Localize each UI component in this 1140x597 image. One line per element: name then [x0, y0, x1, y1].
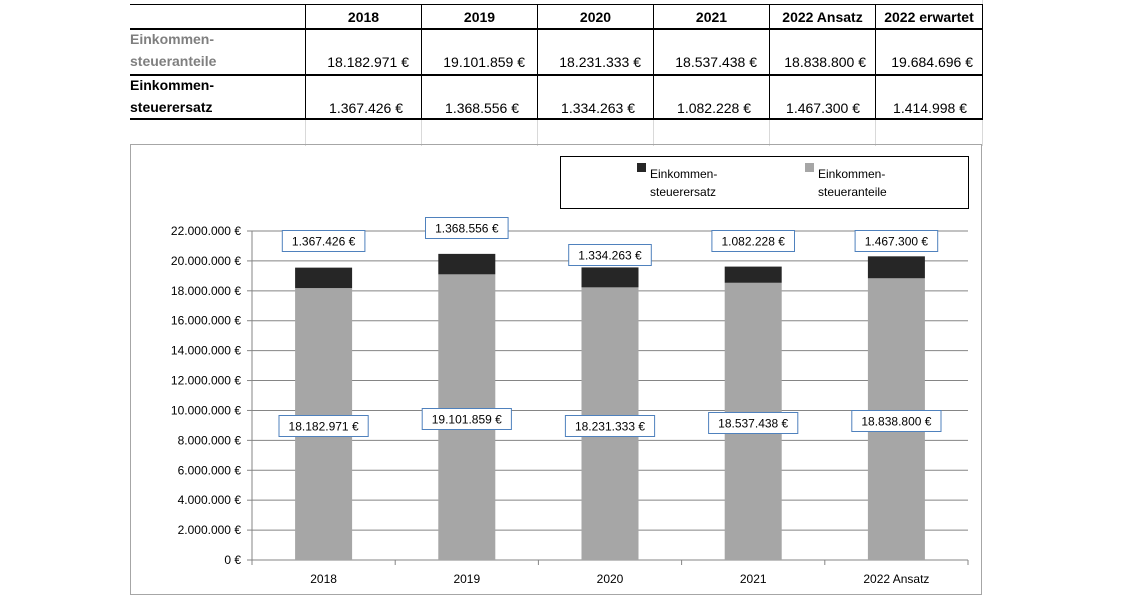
- y-tick-label: 20.000.000 €: [171, 254, 241, 268]
- data-label-steuerersatz: 1.467.300 €: [865, 235, 929, 249]
- legend-item-anteile: Einkommen- steueranteile: [818, 165, 887, 201]
- data-label-steueranteile: 18.838.800 €: [861, 415, 931, 429]
- legend-swatch-anteile: [805, 163, 814, 172]
- legend-label: Einkommen-: [650, 165, 717, 183]
- data-label-steueranteile: 18.537.438 €: [718, 417, 788, 431]
- legend-label: Einkommen-: [818, 165, 887, 183]
- data-label-steuerersatz: 1.368.556 €: [435, 222, 499, 236]
- y-tick-label: 4.000.000 €: [178, 493, 242, 507]
- legend-item-ersatz: Einkommen- steuerersatz: [650, 165, 717, 201]
- x-tick-label: 2018: [310, 572, 337, 586]
- y-tick-label: 16.000.000 €: [171, 314, 241, 328]
- legend-label: steueranteile: [818, 183, 887, 201]
- legend-swatch-ersatz: [637, 163, 646, 172]
- y-tick-label: 6.000.000 €: [178, 463, 242, 477]
- y-tick-label: 22.000.000 €: [171, 224, 241, 238]
- bar-steuerersatz: [868, 256, 925, 278]
- legend-label: steuerersatz: [650, 183, 717, 201]
- x-tick-label: 2021: [740, 572, 767, 586]
- chart-legend: Einkommen- steuerersatz Einkommen- steue…: [560, 156, 969, 209]
- data-label-steuerersatz: 1.334.263 €: [578, 249, 642, 263]
- data-label-steueranteile: 18.231.333 €: [575, 420, 645, 434]
- y-tick-label: 12.000.000 €: [171, 374, 241, 388]
- bar-steuerersatz: [582, 267, 639, 287]
- data-label-steuerersatz: 1.367.426 €: [292, 235, 356, 249]
- data-label-steuerersatz: 1.082.228 €: [721, 235, 785, 249]
- bar-steuerersatz: [438, 254, 495, 274]
- data-label-steueranteile: 18.182.971 €: [289, 420, 359, 434]
- x-tick-label: 2019: [453, 572, 480, 586]
- bar-steuerersatz: [725, 267, 782, 283]
- x-tick-label: 2020: [597, 572, 624, 586]
- data-label-steueranteile: 19.101.859 €: [432, 413, 502, 427]
- bar-steuerersatz: [295, 268, 352, 288]
- y-tick-label: 10.000.000 €: [171, 403, 241, 417]
- y-tick-label: 18.000.000 €: [171, 284, 241, 298]
- y-tick-label: 14.000.000 €: [171, 344, 241, 358]
- y-tick-label: 0 €: [224, 553, 241, 567]
- stacked-bar-chart: 0 € 2.000.000 € 4.000.000 € 6.000.000 € 8.00…: [0, 0, 1140, 597]
- y-tick-label: 2.000.000 €: [178, 523, 242, 537]
- x-tick-label: 2022 Ansatz: [863, 572, 929, 586]
- y-tick-label: 8.000.000 €: [178, 433, 242, 447]
